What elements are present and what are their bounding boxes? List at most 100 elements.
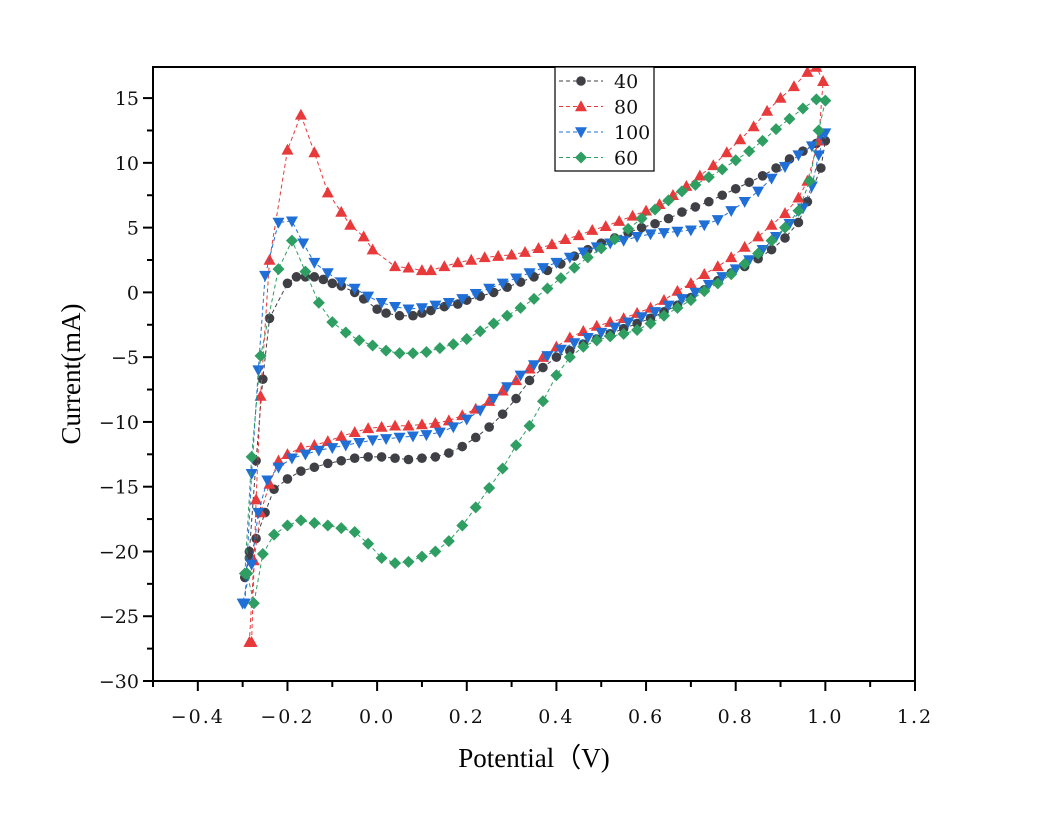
- data-point: [756, 134, 769, 147]
- data-point: [381, 308, 391, 318]
- data-point: [716, 163, 729, 176]
- data-point: [362, 291, 375, 303]
- data-point: [698, 220, 711, 232]
- data-point: [282, 474, 293, 484]
- data-point: [483, 481, 496, 494]
- data-point: [514, 301, 527, 314]
- data-point: [702, 171, 715, 184]
- data-point: [636, 222, 647, 233]
- data-point: [514, 370, 527, 382]
- data-point: [380, 344, 393, 357]
- data-point: [702, 279, 715, 291]
- data-point: [478, 251, 491, 263]
- data-point: [326, 443, 339, 455]
- data-point: [375, 298, 388, 309]
- data-point: [282, 278, 293, 289]
- series-100: [236, 128, 832, 610]
- data-point: [779, 162, 792, 173]
- data-point: [250, 493, 263, 505]
- data-point: [444, 448, 454, 458]
- data-point: [631, 231, 644, 243]
- data-point: [281, 519, 294, 532]
- data-point: [650, 218, 660, 229]
- data-point: [309, 462, 320, 473]
- data-point: [720, 146, 733, 158]
- data-point: [339, 440, 352, 452]
- data-point: [291, 272, 302, 282]
- data-point: [442, 535, 455, 548]
- data-point: [684, 294, 697, 307]
- data-point: [245, 450, 258, 463]
- y-tick-label: −5: [111, 347, 139, 369]
- data-point: [738, 257, 751, 270]
- data-point: [487, 317, 500, 330]
- data-point: [743, 145, 756, 158]
- data-point: [774, 91, 787, 103]
- data-point: [565, 345, 575, 356]
- data-point: [711, 277, 724, 290]
- data-point: [541, 282, 554, 295]
- data-point: [309, 272, 320, 282]
- data-point: [389, 557, 402, 570]
- data-point: [393, 432, 406, 444]
- legend-label: 60: [614, 148, 638, 170]
- data-point: [771, 163, 781, 173]
- data-point: [730, 183, 741, 194]
- data-point: [595, 327, 608, 339]
- data-point: [456, 519, 469, 532]
- data-point: [770, 123, 783, 136]
- data-point: [671, 226, 684, 238]
- data-point: [604, 330, 617, 343]
- data-point: [635, 312, 648, 324]
- data-point: [272, 462, 285, 474]
- data-point: [662, 300, 675, 312]
- legend-marker-icon: [575, 151, 587, 164]
- data-point: [483, 283, 496, 295]
- data-point: [285, 216, 298, 228]
- data-point: [335, 277, 348, 289]
- data-point: [254, 389, 267, 401]
- data-point: [810, 67, 823, 72]
- data-point: [394, 310, 405, 321]
- data-point: [524, 375, 535, 386]
- data-point: [470, 432, 481, 443]
- data-point: [550, 369, 563, 382]
- data-point: [545, 238, 558, 250]
- data-point: [296, 466, 306, 476]
- data-point: [738, 240, 751, 252]
- data-point: [294, 514, 307, 527]
- data-point: [241, 567, 254, 580]
- x-tick-label: 0.4: [538, 706, 574, 728]
- data-point: [716, 272, 729, 284]
- data-point: [812, 150, 825, 162]
- data-point: [327, 278, 338, 289]
- data-point: [456, 294, 469, 306]
- data-point: [617, 235, 630, 247]
- y-tick-label: −30: [99, 671, 139, 693]
- data-point: [389, 301, 402, 313]
- data-point: [430, 452, 441, 462]
- data-point: [336, 455, 347, 466]
- y-axis: −30 −25 −20 −15 −10 −5 0 5 10 15: [99, 88, 153, 693]
- data-point: [640, 204, 653, 216]
- data-point: [390, 453, 400, 463]
- x-tick-label: 0.0: [359, 706, 395, 728]
- data-point: [453, 299, 463, 309]
- data-point: [765, 218, 778, 230]
- data-point: [272, 217, 285, 229]
- data-point: [568, 338, 581, 350]
- data-point: [563, 351, 576, 364]
- legend-item-60: 60: [559, 148, 638, 170]
- data-point: [326, 316, 339, 329]
- data-point: [447, 338, 460, 351]
- data-point: [783, 112, 796, 125]
- data-point: [393, 347, 406, 360]
- y-tick-label: 0: [127, 282, 139, 304]
- data-point: [285, 234, 298, 247]
- data-point: [817, 75, 830, 86]
- data-point: [689, 287, 702, 299]
- data-point: [671, 284, 684, 296]
- x-tick-label: −0.4: [171, 706, 225, 728]
- series-80: [243, 67, 830, 647]
